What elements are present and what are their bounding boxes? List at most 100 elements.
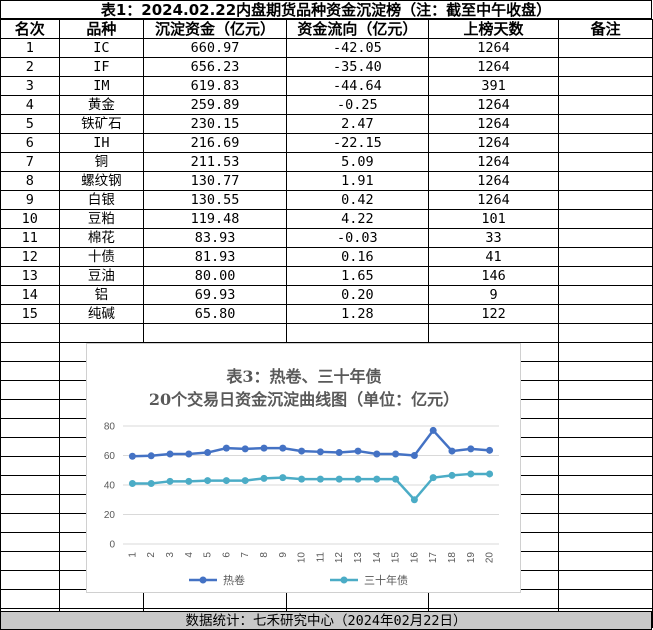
cell-flow[interactable]: 0.42 [285,190,429,210]
cell-flow[interactable]: 0.20 [285,285,429,305]
data-point[interactable] [166,450,174,458]
cell-flow[interactable]: 1.65 [285,266,429,286]
data-point[interactable] [410,496,418,504]
cell-variety[interactable]: 豆粕 [58,209,145,229]
cell-days[interactable]: 1264 [427,133,560,153]
header-flow[interactable]: 资金流向（亿元） [285,19,429,39]
cell-funds[interactable] [143,323,287,343]
cell-days[interactable] [427,323,560,343]
cell-days[interactable]: 41 [427,247,560,267]
data-point[interactable] [373,450,381,458]
chart[interactable]: 表3：热卷、三十年债 20个交易日资金沉淀曲线图（单位：亿元） 0 20 40 60 8… [86,343,521,593]
cell-rank[interactable]: 12 [0,247,60,267]
cell-notes[interactable] [558,247,653,267]
data-point[interactable] [486,446,494,454]
data-point[interactable] [467,445,475,453]
cell-funds[interactable]: 656.23 [143,57,287,77]
cell-variety[interactable]: 螺纹钢 [58,171,145,191]
cell-flow[interactable]: -44.64 [285,76,429,96]
cell-rank[interactable] [0,456,60,476]
cell-variety[interactable]: 黄金 [58,95,145,115]
data-point[interactable] [222,477,230,485]
data-point[interactable] [185,450,193,458]
cell-flow[interactable]: -35.40 [285,57,429,77]
cell-funds[interactable]: 230.15 [143,114,287,134]
cell-rank[interactable] [0,532,60,552]
cell-funds[interactable]: 130.77 [143,171,287,191]
cell-days[interactable]: 101 [427,209,560,229]
cell-days[interactable]: 1264 [427,57,560,77]
cell-rank[interactable]: 4 [0,95,60,115]
cell-funds[interactable]: 80.00 [143,266,287,286]
cell-days[interactable]: 1264 [427,114,560,134]
cell-rank[interactable] [0,551,60,571]
data-point[interactable] [429,474,437,482]
data-point[interactable] [448,471,456,479]
cell-rank[interactable]: 10 [0,209,60,229]
cell-days[interactable]: 33 [427,228,560,248]
data-point[interactable] [410,452,418,459]
header-funds[interactable]: 沉淀资金（亿元） [143,19,287,39]
cell-notes[interactable] [558,114,653,134]
cell-notes[interactable] [558,57,653,77]
cell-rank[interactable] [0,494,60,514]
cell-rank[interactable]: 8 [0,171,60,191]
data-point[interactable] [335,449,343,457]
cell-notes[interactable] [558,570,653,590]
data-point[interactable] [166,477,174,485]
cell-funds[interactable]: 130.55 [143,190,287,210]
data-point[interactable] [147,452,155,460]
cell-variety[interactable]: 铜 [58,152,145,172]
data-point[interactable] [204,449,212,457]
cell-rank[interactable]: 11 [0,228,60,248]
cell-flow[interactable]: -42.05 [285,38,429,58]
data-point[interactable] [298,475,306,483]
data-point[interactable] [260,474,268,482]
data-point[interactable] [316,475,324,483]
cell-days[interactable]: 9 [427,285,560,305]
cell-flow[interactable]: -22.15 [285,133,429,153]
data-point[interactable] [204,477,212,485]
cell-notes[interactable] [558,494,653,514]
cell-rank[interactable]: 14 [0,285,60,305]
cell-funds[interactable]: 83.93 [143,228,287,248]
data-point[interactable] [279,444,287,452]
cell-flow[interactable] [285,323,429,343]
cell-flow[interactable]: 5.09 [285,152,429,172]
cell-flow[interactable]: -0.03 [285,228,429,248]
cell-variety[interactable]: 豆油 [58,266,145,286]
cell-rank[interactable] [0,437,60,457]
data-point[interactable] [241,477,249,485]
cell-rank[interactable]: 3 [0,76,60,96]
data-point[interactable] [185,477,193,485]
cell-variety[interactable]: 铁矿石 [58,114,145,134]
data-point[interactable] [241,445,249,453]
cell-funds[interactable]: 216.69 [143,133,287,153]
cell-variety[interactable]: 十债 [58,247,145,267]
cell-variety[interactable]: IM [58,76,145,96]
cell-days[interactable]: 1264 [427,38,560,58]
cell-rank[interactable] [0,342,60,362]
cell-days[interactable]: 1264 [427,95,560,115]
cell-notes[interactable] [558,285,653,305]
cell-notes[interactable] [558,323,653,343]
cell-notes[interactable] [558,456,653,476]
data-point[interactable] [298,447,306,455]
cell-rank[interactable] [0,380,60,400]
cell-notes[interactable] [558,399,653,419]
header-days[interactable]: 上榜天数 [427,19,560,39]
data-point[interactable] [373,475,381,483]
cell-notes[interactable] [558,532,653,552]
cell-notes[interactable] [558,76,653,96]
data-point[interactable] [316,448,324,456]
cell-rank[interactable] [0,589,60,609]
cell-rank[interactable] [0,513,60,533]
cell-rank[interactable]: 13 [0,266,60,286]
cell-funds[interactable]: 65.80 [143,304,287,324]
cell-flow[interactable]: 0.16 [285,247,429,267]
cell-rank[interactable] [0,361,60,381]
cell-rank[interactable] [0,475,60,495]
cell-funds[interactable]: 69.93 [143,285,287,305]
cell-rank[interactable] [0,323,60,343]
cell-days[interactable]: 1264 [427,190,560,210]
